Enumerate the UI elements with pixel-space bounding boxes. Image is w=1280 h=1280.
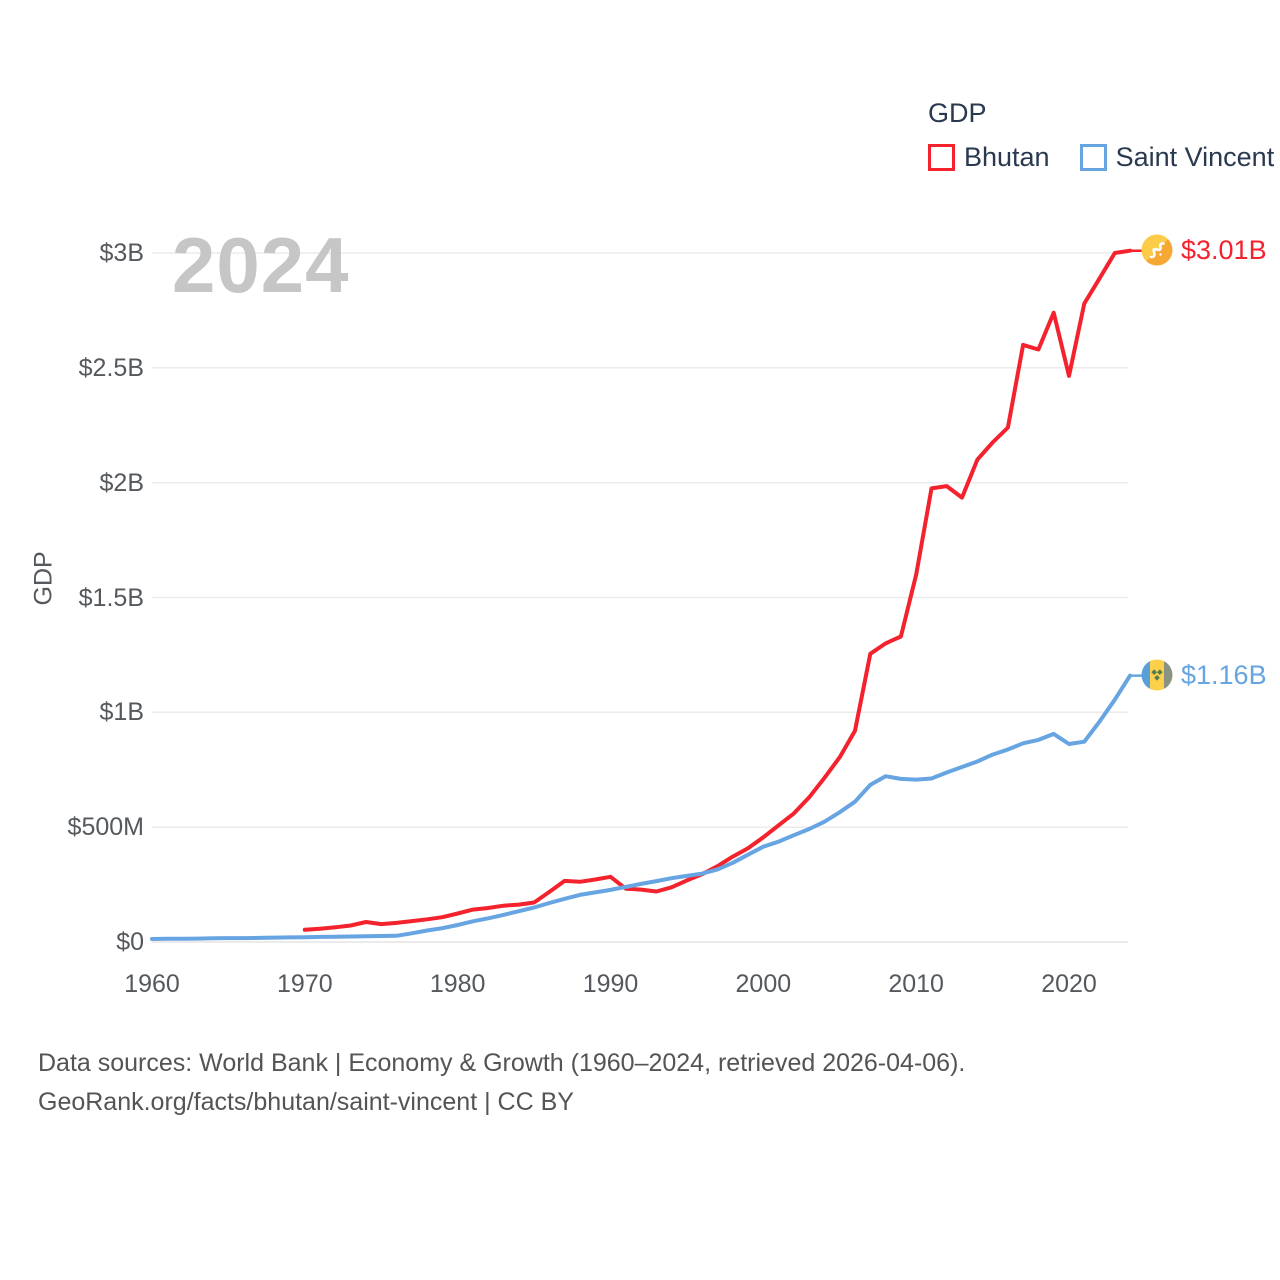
- plot-area: [150, 248, 1148, 943]
- bhutan-series-swatch: [928, 144, 955, 171]
- legend-items: Bhutan Saint Vincent: [928, 142, 1274, 173]
- x-axis-tick-label: 1960: [124, 970, 180, 998]
- saint-vincent-line[interactable]: [150, 673, 1133, 941]
- legend-item-label: Bhutan: [964, 142, 1050, 172]
- source-line: Data sources: World Bank | Economy & Gro…: [38, 1049, 966, 1077]
- x-axis-tick-label: 1970: [277, 970, 333, 998]
- y-axis-tick-label: $3B: [99, 239, 144, 267]
- x-axis-tick-label: 2020: [1041, 970, 1097, 998]
- bhutan-flag-icon: [1140, 233, 1174, 267]
- bhutan-line[interactable]: [302, 248, 1133, 932]
- y-axis-tick-label: $2.5B: [78, 353, 144, 382]
- source-url-line: GeoRank.org/facts/bhutan/saint-vincent |…: [38, 1088, 574, 1116]
- saint-vincent-series-swatch: [1079, 144, 1107, 171]
- series-end-value: $3.01B: [1181, 234, 1267, 265]
- y-axis-tick-label: $2B: [99, 468, 144, 497]
- legend-item-bhutan[interactable]: Bhutan: [928, 142, 1050, 173]
- legend-item-label: Saint Vincent: [1115, 142, 1275, 172]
- x-axis-tick-label: 2010: [888, 970, 944, 998]
- legend-title: GDP: [928, 98, 987, 128]
- y-axis-tick-label: $1.5B: [78, 583, 144, 612]
- y-axis-tick-label: $500M: [67, 813, 144, 842]
- series-end-label-bhutan: $3.01B: [1140, 233, 1267, 267]
- series-end-value: $1.16B: [1181, 659, 1267, 690]
- data-source-attribution: Data sources: World Bank | Economy & Gro…: [38, 1044, 965, 1122]
- x-axis-tick-label: 2000: [735, 970, 792, 998]
- saint-vincent-flag-icon: [1140, 658, 1174, 692]
- y-axis-tick-label: $0: [116, 928, 144, 956]
- series-end-label-saint-vincent: $1.16B: [1140, 658, 1267, 692]
- y-axis-tick-label: $1B: [99, 698, 144, 727]
- x-axis-tick-label: 1990: [582, 970, 639, 998]
- chart-legend: GDP Bhutan Saint Vincent: [928, 98, 1274, 173]
- watermark-year: 2024: [172, 221, 350, 309]
- legend-item-saint-vincent[interactable]: Saint Vincent: [1079, 142, 1275, 173]
- x-axis-tick-label: 1980: [429, 970, 486, 998]
